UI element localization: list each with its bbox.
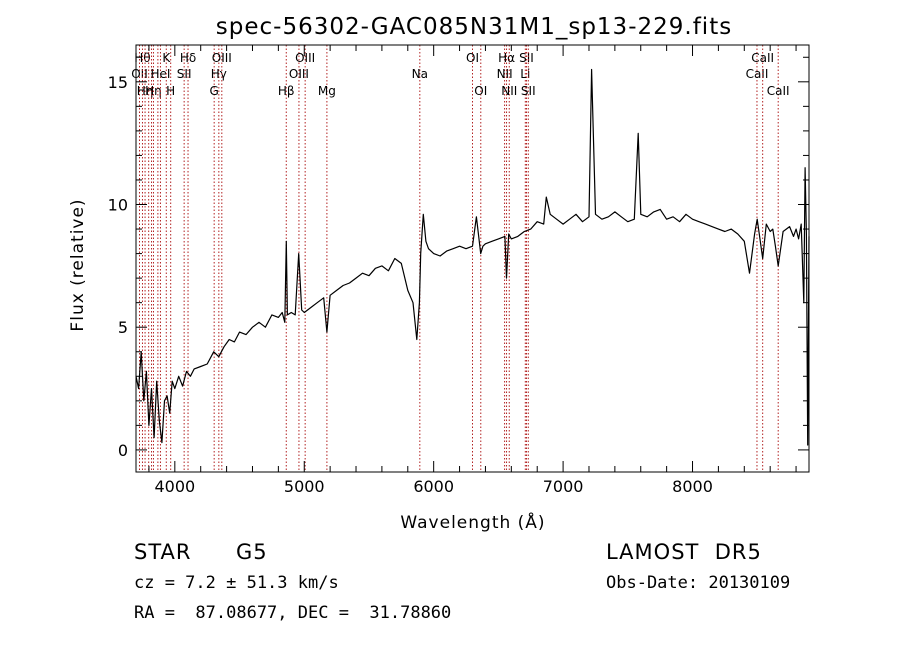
- spectrum-line-0: [135, 68, 810, 446]
- spectral-line-label-21: OI: [474, 84, 487, 98]
- spectral-line-label-8: K: [162, 51, 171, 65]
- spectral-line-label-2: Hη: [137, 84, 154, 98]
- spectral-line-label-18: Mg: [318, 84, 336, 98]
- spectral-line-label-24: NII: [501, 84, 517, 98]
- spectral-line-label-26: SII: [519, 51, 534, 65]
- spectral-line-label-5: Hη: [145, 84, 162, 98]
- spectral-line-label-22: NII: [497, 67, 513, 81]
- spectral-line-label-27: SII: [521, 84, 536, 98]
- object-subclass: G5: [236, 540, 268, 564]
- spectral-line-label-28: CaII: [746, 67, 769, 81]
- spectral-line-label-19: Na: [412, 67, 428, 81]
- object-class: STAR: [134, 540, 192, 564]
- observation-date: Obs-Date: 20130109: [606, 573, 791, 593]
- y-tick-label-10: 10: [108, 196, 128, 215]
- spectral-line-label-0: OII: [131, 67, 148, 81]
- y-tick-label-5: 5: [118, 318, 128, 337]
- x-tick-label-8000: 8000: [672, 477, 713, 496]
- redshift-info: cz = 7.2 ± 51.3 km/s: [134, 573, 339, 593]
- x-tick-label-6000: 6000: [413, 477, 454, 496]
- spectral-line-label-30: CaII: [767, 84, 790, 98]
- x-tick-label-5000: 5000: [284, 477, 325, 496]
- spectral-line-label-1: Hθ: [134, 51, 150, 65]
- spectral-line-label-11: Hδ: [180, 51, 196, 65]
- spectral-line-label-7: HeI: [150, 67, 170, 81]
- survey-release: LAMOST DR5: [606, 540, 762, 564]
- x-tick-label-7000: 7000: [543, 477, 584, 496]
- spectral-line-label-17: OIII: [295, 51, 315, 65]
- x-axis-label: Wavelength (Å): [400, 511, 545, 533]
- chart-title: spec-56302-GAC085N31M1_sp13-229.fits: [216, 14, 732, 40]
- spectral-line-label-25: Li: [520, 67, 530, 81]
- spectral-line-label-12: G: [210, 84, 219, 98]
- y-tick-label-15: 15: [108, 73, 128, 92]
- y-tick-label-0: 0: [118, 441, 128, 460]
- spectral-line-markers: OIIHθHηHηHeIKHSIIHδGHγOIIIHβOIIIOIIIMgNa…: [131, 45, 790, 472]
- plot-frame: [135, 44, 810, 473]
- spectral-line-label-16: OIII: [289, 67, 309, 81]
- spectral-line-label-23: Hα: [498, 51, 515, 65]
- y-axis-label: Flux (relative): [68, 198, 88, 331]
- spectral-line-label-20: OI: [466, 51, 479, 65]
- spectral-line-label-13: Hγ: [211, 67, 227, 81]
- spectral-line-label-10: SII: [177, 67, 192, 81]
- spectral-line-label-15: Hβ: [278, 84, 295, 98]
- spectral-line-label-29: CaII: [751, 51, 774, 65]
- spectral-line-label-9: H: [166, 84, 175, 98]
- coordinates: RA = 87.08677, DEC = 31.78860: [134, 603, 452, 623]
- plot-axes: 4000 5000 6000 7000 8000 0 5 10 15: [108, 44, 810, 496]
- spectral-line-label-14: OIII: [212, 51, 232, 65]
- spectrum-series: [135, 68, 810, 446]
- x-tick-label-4000: 4000: [154, 477, 195, 496]
